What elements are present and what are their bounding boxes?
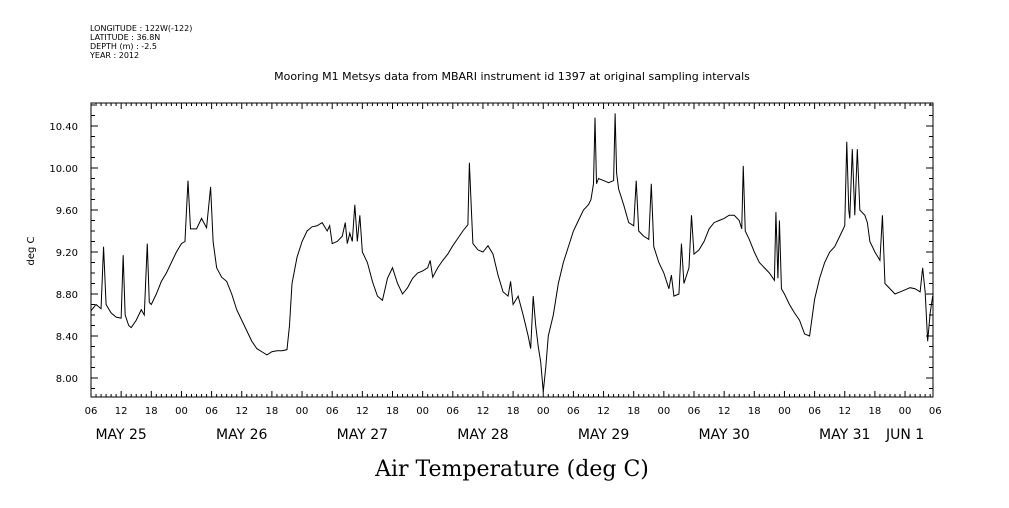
x-tick-label: 18 [748, 406, 761, 417]
meta-line-depth: DEPTH (m) : -2.5 [90, 42, 157, 51]
y-tick-label: 8.80 [56, 290, 78, 301]
x-tick-label: 06 [567, 406, 580, 417]
x-tick-label: 06 [205, 406, 218, 417]
day-label: MAY 28 [457, 427, 508, 443]
y-tick-label: 10.00 [49, 164, 78, 175]
x-tick-label: 06 [85, 406, 98, 417]
meta-line-latitude: LATITUDE : 36.8N [90, 33, 160, 42]
x-tick-label: 18 [869, 406, 882, 417]
x-tick-label: 12 [838, 406, 851, 417]
series-group [90, 113, 934, 392]
plot-frame [90, 102, 934, 398]
x-tick-label: 00 [175, 406, 188, 417]
meta-line-year: YEAR : 2012 [89, 51, 139, 60]
metadata-block: LONGITUDE : 122W(-122) LATITUDE : 36.8N … [89, 24, 192, 60]
x-tick-label: 06 [446, 406, 459, 417]
x-tick-label: 12 [477, 406, 490, 417]
x-tick-label: 18 [507, 406, 520, 417]
x-tick-label: 12 [718, 406, 731, 417]
x-tick-label: 06 [808, 406, 821, 417]
axis-ticks [90, 103, 933, 397]
day-label: MAY 30 [698, 427, 749, 443]
x-tick-label: 06 [326, 406, 339, 417]
x-tick-label: 12 [115, 406, 128, 417]
x-tick-label: 00 [899, 406, 912, 417]
x-tick-label: 00 [296, 406, 309, 417]
series-line-0 [90, 113, 934, 392]
x-tick-label: 18 [386, 406, 399, 417]
x-tick-label: 18 [627, 406, 640, 417]
y-axis-label: deg C [26, 236, 37, 265]
day-label: MAY 26 [216, 427, 267, 443]
x-tick-label: 00 [537, 406, 550, 417]
x-tick-label: 00 [657, 406, 670, 417]
day-label: JUN 1 [885, 427, 924, 443]
y-tick-label: 9.20 [56, 248, 78, 259]
y-tick-label: 8.00 [56, 374, 78, 385]
y-tick-label: 10.40 [49, 122, 78, 133]
x-tick-label: 00 [778, 406, 791, 417]
y-tick-label: 9.60 [56, 206, 78, 217]
x-tick-label: 12 [356, 406, 369, 417]
chart-title: Mooring M1 Metsys data from MBARI instru… [274, 70, 750, 83]
x-tick-label: 12 [597, 406, 610, 417]
day-label: MAY 27 [337, 427, 388, 443]
y-tick-label: 8.40 [56, 332, 78, 343]
x-axis-label: Air Temperature (deg C) [374, 457, 649, 482]
x-tick-label: 06 [929, 406, 942, 417]
x-tick-label: 00 [416, 406, 429, 417]
x-tick-label: 12 [235, 406, 248, 417]
y-tick-labels: 8.00 8.40 8.80 9.20 9.60 10.00 10.40 [49, 122, 78, 385]
day-labels: MAY 25 MAY 26 MAY 27 MAY 28 MAY 29 MAY 30 MAY … [95, 427, 924, 443]
day-label: MAY 31 [819, 427, 870, 443]
meta-line-longitude: LONGITUDE : 122W(-122) [90, 24, 192, 33]
x-tick-label: 18 [145, 406, 158, 417]
x-tick-labels: 06 12 18 00 06 12 18 00 06 12 18 00 06 12 18 00 06 12 18 00… [85, 406, 942, 417]
day-label: MAY 29 [578, 427, 629, 443]
day-label: MAY 25 [95, 427, 146, 443]
x-tick-label: 06 [688, 406, 701, 417]
x-tick-label: 18 [266, 406, 279, 417]
